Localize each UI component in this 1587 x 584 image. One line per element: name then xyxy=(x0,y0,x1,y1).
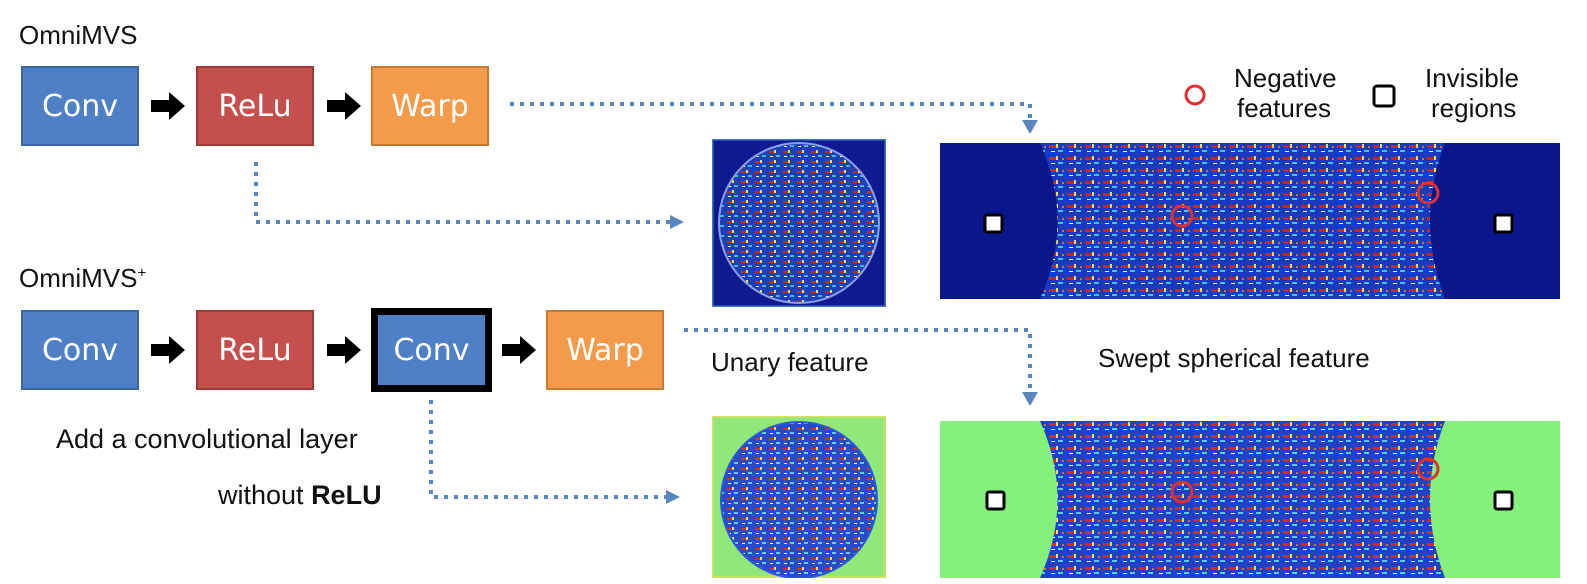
omnimvs-plus-title: OmniMVS+ xyxy=(19,263,146,294)
black-square-icon xyxy=(985,490,1006,511)
legend-negative-line-2: features xyxy=(1237,93,1331,123)
omnimvs-plus-superscript: + xyxy=(137,264,147,282)
note-line-2: without ReLU xyxy=(218,480,382,511)
red-circle-icon xyxy=(1184,84,1206,106)
red-circle-icon xyxy=(1416,181,1440,205)
bottom-unary-feature-image xyxy=(712,416,886,578)
bottom-warp-block: Warp xyxy=(546,310,664,390)
added-conv-label: Conv xyxy=(393,332,470,368)
legend-invisible-line-1: Invisible xyxy=(1425,63,1519,93)
omnimvs-plus-title-text: OmniMVS xyxy=(19,263,138,293)
black-square-icon xyxy=(1372,84,1396,108)
red-circle-icon xyxy=(1416,457,1440,481)
top-relu-label: ReLu xyxy=(218,88,292,124)
top-warp-block: Warp xyxy=(371,66,489,146)
added-conv-block: Conv xyxy=(371,308,492,392)
dotted-arrow-icon xyxy=(1022,392,1038,406)
top-swept-feature-image xyxy=(940,143,1560,299)
bottom-swept-feature-image xyxy=(940,421,1560,578)
added-conv-to-unary-connector xyxy=(429,400,666,499)
omnimvs-title: OmniMVS xyxy=(19,20,138,50)
black-square-icon xyxy=(983,213,1004,234)
right-arrow-icon xyxy=(327,336,361,364)
black-square-icon xyxy=(1493,490,1514,511)
dotted-arrow-icon xyxy=(1022,120,1038,134)
dotted-arrow-icon xyxy=(670,215,684,229)
top-conv-label: Conv xyxy=(41,88,119,124)
top-relu-to-unary-connector xyxy=(254,162,670,224)
swept-feature-caption: Swept spherical feature xyxy=(1098,343,1370,373)
right-arrow-icon xyxy=(151,336,185,364)
legend-negative-line-1: Negative xyxy=(1234,63,1337,93)
unary-feature-caption: Unary feature xyxy=(711,347,869,377)
black-square-icon xyxy=(1493,213,1514,234)
red-circle-icon xyxy=(1170,204,1194,228)
note-line-1: Add a convolutional layer xyxy=(56,424,358,454)
bottom-conv-block-1: Conv xyxy=(21,310,139,390)
dotted-arrow-icon xyxy=(666,490,680,504)
bottom-relu-block: ReLu xyxy=(196,310,314,390)
note-line-2-bold: ReLU xyxy=(311,480,382,510)
bottom-conv-label-1: Conv xyxy=(41,332,119,368)
note-line-2-prefix: without xyxy=(218,480,312,510)
bottom-relu-label: ReLu xyxy=(218,332,292,368)
right-arrow-icon xyxy=(502,336,536,364)
top-warp-label: Warp xyxy=(391,88,469,124)
right-arrow-icon xyxy=(151,92,185,120)
right-arrow-icon xyxy=(327,92,361,120)
legend-invisible-line-2: regions xyxy=(1431,93,1517,123)
red-circle-icon xyxy=(1170,480,1194,504)
top-conv-block: Conv xyxy=(21,66,139,146)
bottom-warp-label: Warp xyxy=(566,332,644,368)
top-relu-block: ReLu xyxy=(196,66,314,146)
top-unary-feature-image xyxy=(712,139,886,307)
top-warp-to-swept-connector xyxy=(510,102,1032,120)
